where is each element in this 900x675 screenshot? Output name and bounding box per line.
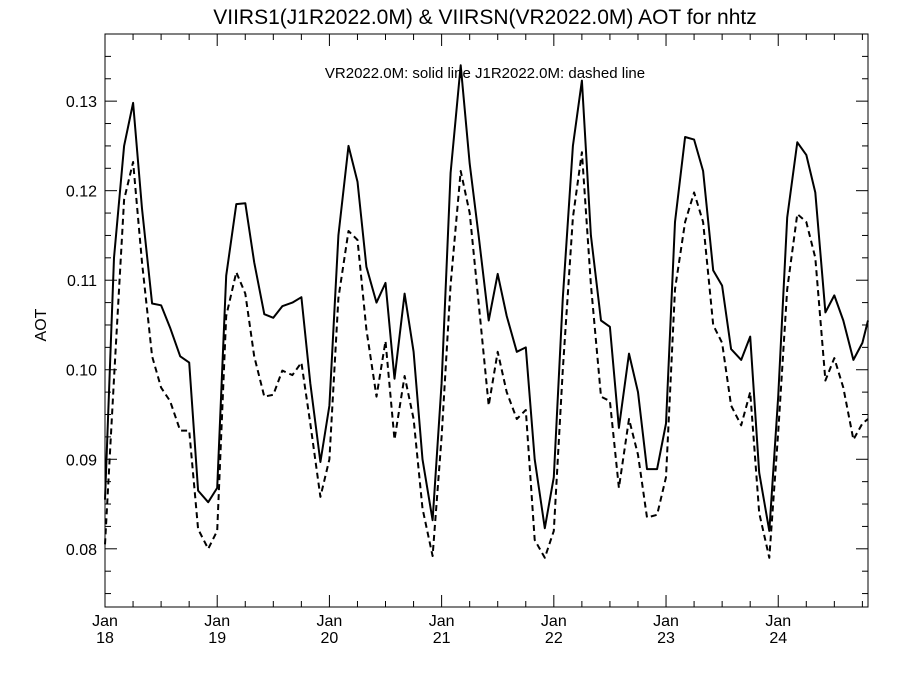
- plot-frame: [104, 33, 869, 608]
- series-line-j1r2022-0m: [104, 151, 869, 559]
- x-tick-day: 22: [545, 630, 563, 647]
- x-tick-day: 20: [321, 630, 339, 647]
- x-tick-month: Jan: [541, 613, 567, 630]
- y-tick-label: 0.10: [66, 363, 97, 380]
- y-tick-labels: 0.08 0.09 0.10 0.11 0.12 0.13: [66, 94, 97, 559]
- x-tick-day: 18: [96, 630, 114, 647]
- series-lines: [104, 64, 869, 559]
- chart-title: VIIRS1(J1R2022.0M) & VIIRSN(VR2022.0M) A…: [213, 6, 757, 29]
- x-tick-month: Jan: [204, 613, 230, 630]
- x-tick-month: Jan: [92, 613, 118, 630]
- x-tick-day: 19: [208, 630, 226, 647]
- x-tick-month: Jan: [429, 613, 455, 630]
- y-tick-label: 0.08: [66, 542, 97, 559]
- axis-ticks: [104, 34, 868, 607]
- x-tick-month: Jan: [653, 613, 679, 630]
- y-tick-label: 0.12: [66, 184, 97, 201]
- y-tick-label: 0.13: [66, 94, 97, 111]
- x-tick-month: Jan: [317, 613, 343, 630]
- y-tick-label: 0.11: [67, 273, 97, 290]
- x-tick-month: Jan: [765, 613, 791, 630]
- x-tick-day: 24: [769, 630, 787, 647]
- line-style-annotation: VR2022.0M: solid line J1R2022.0M: dashed…: [325, 65, 645, 82]
- series-line-vr2022-0m: [104, 64, 869, 532]
- x-tick-day: 21: [433, 630, 451, 647]
- x-tick-day: 23: [657, 630, 675, 647]
- y-axis-label: AOT: [33, 308, 50, 341]
- y-tick-label: 0.09: [66, 452, 97, 469]
